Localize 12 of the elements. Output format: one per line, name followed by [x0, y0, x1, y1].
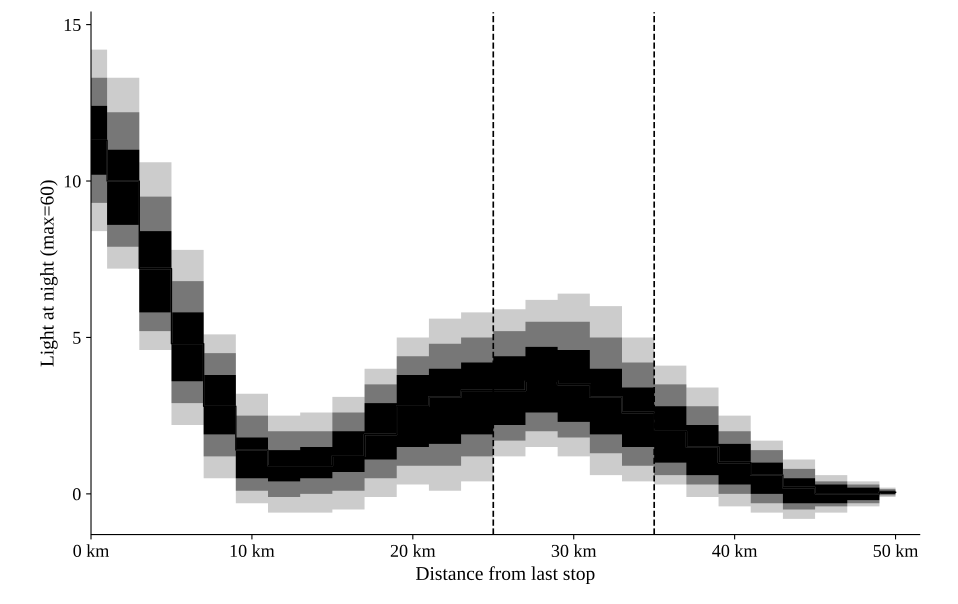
y-tick-label: 5 [73, 332, 81, 344]
y-tick-label: 0 [72, 488, 81, 500]
x-tick-label: 20 km [390, 544, 436, 557]
y-tick-label: 15 [64, 18, 81, 32]
y-axis-title: Light at night (max=60) [40, 180, 58, 367]
y-tick-label: 10 [64, 175, 81, 188]
x-axis-title: Distance from last stop [416, 566, 594, 584]
x-tick-label: 30 km [552, 544, 596, 557]
x-tick-label: 50 km [874, 544, 918, 557]
x-tick-label: 0 km [73, 544, 110, 557]
x-tick-label: 40 km [712, 544, 758, 557]
x-tick-label: 10 km [230, 544, 274, 557]
